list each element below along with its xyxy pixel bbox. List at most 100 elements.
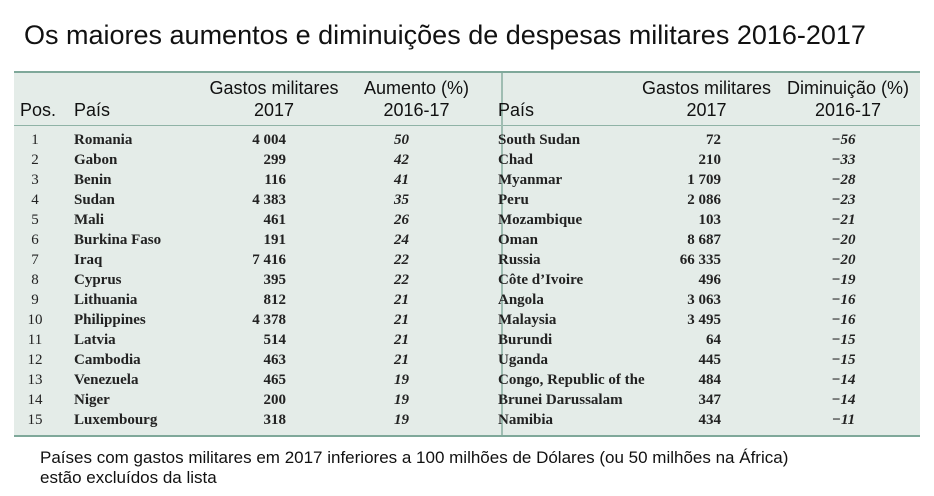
row-spending: 7 416 [252,252,286,268]
row-country: Côte d’Ivoire [498,272,584,288]
row-position: 6 [31,232,39,248]
row-decrease: −14 [831,392,856,408]
table-row: Uganda 445 −15 [498,350,920,370]
row-spending: 484 [698,372,722,388]
row-position: 14 [27,392,43,408]
row-increase: 19 [394,392,409,408]
table-row: Peru 2 086 −23 [498,190,920,210]
row-country: Luxembourg [74,412,158,428]
row-spending: 514 [263,332,287,348]
row-position: 15 [27,412,43,428]
row-country: Myanmar [498,172,563,188]
header-pos: Pos. [20,100,57,120]
row-country: Malaysia [498,312,557,328]
row-spending: 66 335 [679,252,721,268]
table-divider [501,73,503,435]
row-spending: 3 063 [687,292,721,308]
row-decrease: −20 [831,252,856,268]
row-spending: 496 [698,272,722,288]
header-spending-right: Gastos militares 2017 [641,78,772,120]
header-spending-left: Gastos militares 2017 [209,78,339,120]
table-row: Myanmar 1 709 −28 [498,170,920,190]
row-country: Romania [74,132,133,148]
row-country: Oman [498,232,539,248]
row-decrease: −19 [831,272,856,288]
row-spending: 812 [263,292,287,308]
table-row: 7 Iraq 7 416 22 [14,250,501,270]
table-row: Congo, Republic of the 484 −14 [498,370,920,390]
row-position: 12 [27,352,43,368]
row-spending: 200 [263,392,287,408]
row-country: Burundi [498,332,553,348]
row-increase: 24 [394,232,409,248]
row-decrease: −11 [831,412,856,428]
row-increase: 50 [394,132,409,148]
row-country: Latvia [74,332,116,348]
row-increase: 21 [394,292,409,308]
header-country-left: País [74,100,111,120]
table-panel: Pos. País Gastos militares 2017 Aumento … [14,71,920,437]
header-increase: Aumento (%) 2016-17 [363,78,470,120]
row-increase: 26 [394,212,409,228]
table-row: 13 Venezuela 465 19 [14,370,501,390]
table-row: Malaysia 3 495 −16 [498,310,920,330]
row-spending: 191 [263,232,287,248]
row-decrease: −15 [831,332,856,348]
row-country: Mali [74,212,104,228]
table-row: Mozambique 103 −21 [498,210,920,230]
table-row: Namibia 434 −11 [498,410,920,430]
row-spending: 445 [698,352,722,368]
row-position: 9 [31,292,39,308]
header-rule-left [14,125,501,126]
row-position: 4 [31,192,39,208]
row-spending: 3 495 [687,312,721,328]
table-row: Chad 210 −33 [498,150,920,170]
row-decrease: −23 [831,192,856,208]
row-increase: 19 [394,372,409,388]
row-decrease: −21 [831,212,856,228]
row-country: Namibia [498,412,554,428]
row-country: Brunei Darussalam [498,392,623,408]
row-increase: 42 [394,152,409,168]
table-row: 1 Romania 4 004 50 [14,130,501,150]
row-country: Cambodia [74,352,141,368]
row-position: 8 [31,272,39,288]
row-position: 5 [31,212,39,228]
row-position: 10 [27,312,43,328]
row-increase: 19 [394,412,409,428]
table-row: 11 Latvia 514 21 [14,330,501,350]
row-country: Sudan [74,192,115,208]
row-increase: 22 [394,272,409,288]
row-spending: 72 [706,132,721,148]
row-increase: 41 [394,172,409,188]
row-country: Gabon [74,152,118,168]
header-decrease: Diminuição (%) 2016-17 [786,78,910,120]
row-country: Lithuania [74,292,138,308]
table-row: 14 Niger 200 19 [14,390,501,410]
row-spending: 395 [263,272,287,288]
row-decrease: −20 [831,232,856,248]
row-position: 3 [31,172,39,188]
table-row: Oman 8 687 −20 [498,230,920,250]
row-spending: 103 [698,212,722,228]
row-spending: 2 086 [687,192,721,208]
row-spending: 461 [263,212,287,228]
row-spending: 347 [698,392,722,408]
row-spending: 4 004 [252,132,286,148]
table-row: 9 Lithuania 812 21 [14,290,501,310]
footnote: Países com gastos militares em 2017 infe… [40,448,788,488]
chart-title: Os maiores aumentos e diminuições de des… [24,20,866,50]
row-spending: 463 [263,352,287,368]
row-spending: 465 [263,372,287,388]
row-country: Chad [498,152,534,168]
table-row: 15 Luxembourg 318 19 [14,410,501,430]
row-country: Russia [498,252,541,268]
table-row: 4 Sudan 4 383 35 [14,190,501,210]
row-spending: 318 [263,412,287,428]
row-decrease: −16 [831,312,856,328]
row-country: Angola [498,292,544,308]
row-country: Congo, Republic of the [498,372,645,388]
header-rule-right [503,125,920,126]
row-country: Burkina Faso [74,232,162,248]
row-position: 13 [27,372,43,388]
